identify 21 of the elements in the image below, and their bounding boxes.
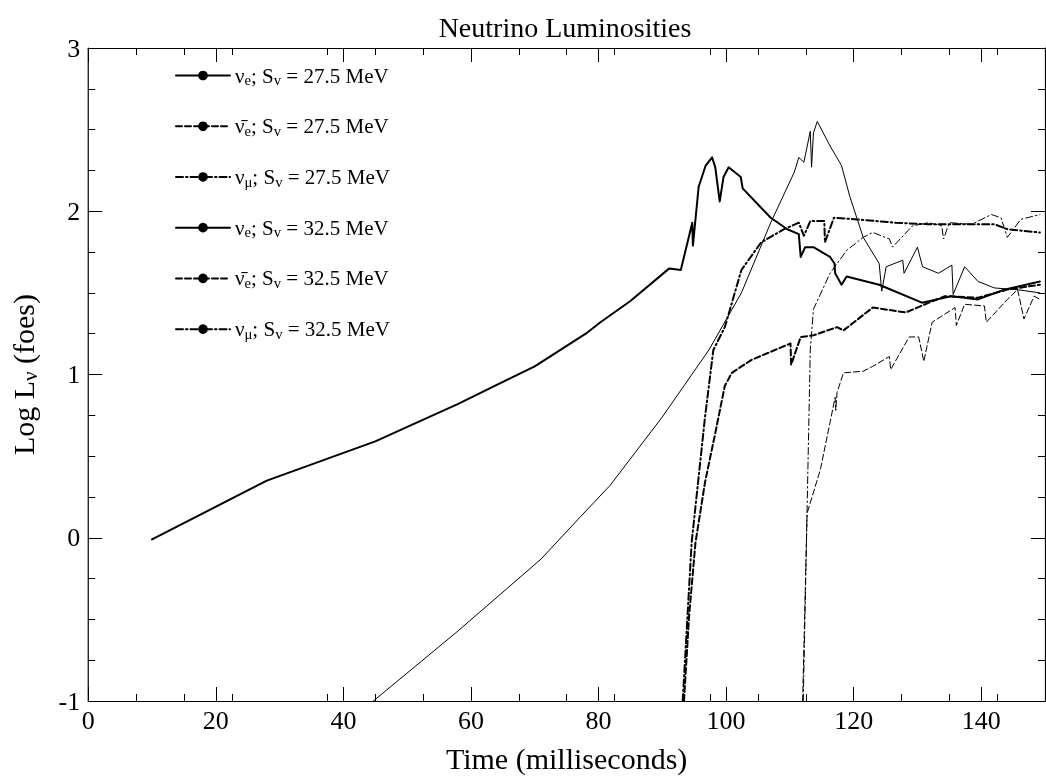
legend-label: νe; Sv = 32.5 MeV — [235, 215, 389, 241]
legend-label: ν̄e; Sv = 32.5 MeV — [235, 266, 389, 292]
y-tick-label: -1 — [58, 686, 81, 716]
x-tick-label: 140 — [961, 705, 1001, 735]
chart-title: Neutrino Luminosities — [438, 11, 692, 43]
y-tick-label: 1 — [67, 360, 81, 389]
y-axis-title: Log Lν (foes) — [6, 293, 42, 456]
legend-label: ν̄e; Sv = 27.5 MeV — [235, 114, 389, 139]
legend-label: νμ; Sv = 27.5 MeV — [235, 164, 390, 190]
y-tick-label: 0 — [67, 523, 81, 553]
legend-label: νe; Sv = 27.5 MeV — [235, 63, 389, 89]
x-tick-label: 120 — [834, 705, 874, 735]
x-tick-label: 60 — [457, 705, 484, 735]
x-tick-label: 40 — [330, 705, 357, 735]
x-tick-label: 20 — [202, 705, 229, 735]
y-tick-label: 2 — [67, 196, 81, 226]
x-axis-title: Time (milliseconds) — [445, 741, 688, 776]
y-tick-label: 3 — [67, 33, 81, 63]
x-tick-label: 80 — [585, 705, 612, 735]
legend-label: νμ; Sv = 32.5 MeV — [235, 317, 390, 342]
x-tick-label: 100 — [706, 705, 746, 735]
